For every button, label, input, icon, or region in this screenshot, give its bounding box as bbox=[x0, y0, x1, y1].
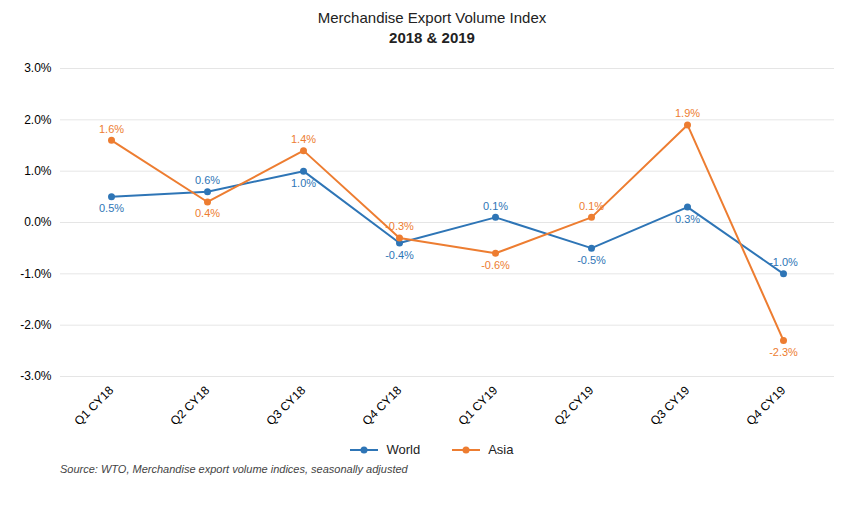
svg-text:3.0%: 3.0% bbox=[24, 61, 52, 75]
html-text:Merchandise Export Volume Inde: Merchandise Export Volume Index bbox=[317, 9, 547, 26]
svg-text:-0.3%: -0.3% bbox=[385, 220, 414, 232]
html-text:World: World bbox=[386, 442, 421, 457]
svg-text:1.0%: 1.0% bbox=[291, 177, 316, 189]
svg-text:2.0%: 2.0% bbox=[24, 113, 52, 127]
svg-text:Q1 CY19: Q1 CY19 bbox=[456, 383, 501, 428]
svg-text:Q4 CY19: Q4 CY19 bbox=[744, 383, 789, 428]
svg-text:0.1%: 0.1% bbox=[579, 200, 604, 212]
svg-text:1.6%: 1.6% bbox=[99, 123, 124, 135]
svg-text:0.4%: 0.4% bbox=[195, 207, 220, 219]
html-text:Asia: Asia bbox=[488, 442, 514, 457]
svg-text:1.0%: 1.0% bbox=[24, 164, 52, 178]
svg-text:1.9%: 1.9% bbox=[675, 107, 700, 119]
svg-text:Q3 CY18: Q3 CY18 bbox=[264, 383, 309, 428]
svg-text:-0.5%: -0.5% bbox=[577, 254, 606, 266]
svg-text:0.0%: 0.0% bbox=[24, 215, 52, 229]
svg-text:1.4%: 1.4% bbox=[291, 133, 316, 145]
html-text:Source: WTO, Merchandise expor: Source: WTO, Merchandise export volume i… bbox=[60, 463, 408, 475]
svg-text:Q1 CY18: Q1 CY18 bbox=[72, 383, 117, 428]
svg-text:-1.0%: -1.0% bbox=[769, 256, 798, 268]
svg-text:-0.4%: -0.4% bbox=[385, 249, 414, 261]
svg-text:0.6%: 0.6% bbox=[195, 174, 220, 186]
html-text:2018 & 2019: 2018 & 2019 bbox=[389, 29, 475, 46]
svg-text:Q2 CY19: Q2 CY19 bbox=[552, 383, 597, 428]
svg-text:-0.6%: -0.6% bbox=[481, 259, 510, 271]
svg-text:0.5%: 0.5% bbox=[99, 202, 124, 214]
svg-text:Q4 CY18: Q4 CY18 bbox=[360, 383, 405, 428]
svg-text:0.3%: 0.3% bbox=[675, 213, 700, 225]
svg-text:-1.0%: -1.0% bbox=[20, 267, 52, 281]
svg-text:-3.0%: -3.0% bbox=[20, 369, 52, 383]
svg-text:Q3 CY19: Q3 CY19 bbox=[648, 383, 693, 428]
svg-text:-2.3%: -2.3% bbox=[769, 346, 798, 358]
svg-text:Q2 CY18: Q2 CY18 bbox=[168, 383, 213, 428]
svg-text:0.1%: 0.1% bbox=[483, 200, 508, 212]
svg-text:-2.0%: -2.0% bbox=[20, 318, 52, 332]
